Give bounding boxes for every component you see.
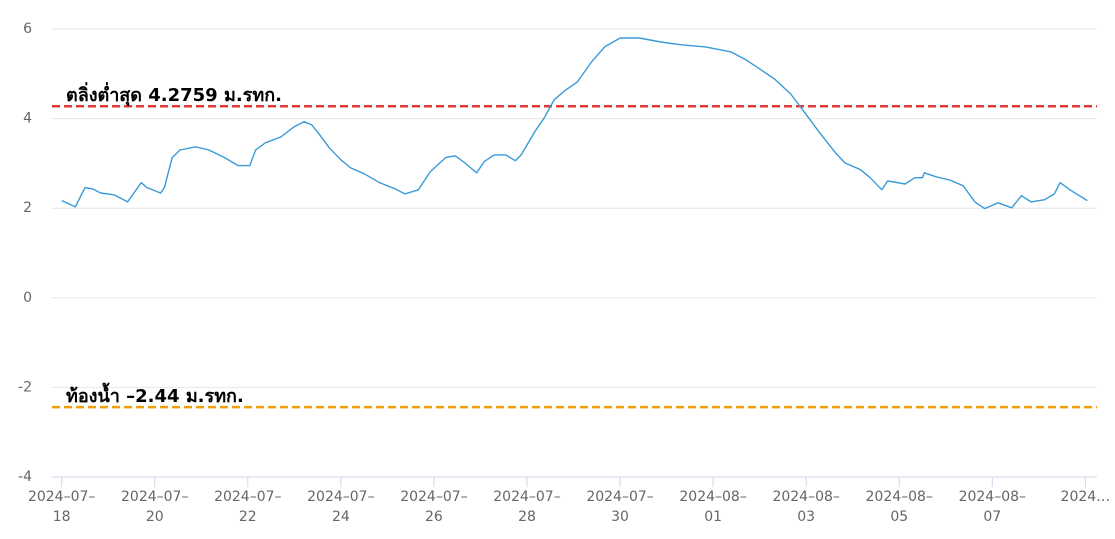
x-tick-label: 2024–07– 18 <box>27 489 96 525</box>
x-tick-label: 2024–08– 01 <box>679 489 747 525</box>
x-tick-label: 2024–08– 05 <box>865 489 933 525</box>
y-tick-label: 0 <box>23 290 32 306</box>
x-tick-label: 2024–07– 30 <box>586 489 654 525</box>
x-tick-label: 2024–07– 24 <box>307 489 375 525</box>
y-tick-label: -2 <box>18 379 32 395</box>
y-tick-label: 2 <box>23 200 32 216</box>
x-tick-label: 2024–07– 22 <box>214 489 282 525</box>
y-tick-label: 6 <box>23 21 32 37</box>
data-line <box>61 37 1088 210</box>
x-tick-label: 2024–07– 28 <box>493 489 561 525</box>
x-tick-label: 2024–08– 03 <box>772 489 840 525</box>
x-tick-label: 2024… <box>1060 489 1111 505</box>
y-tick-label: 4 <box>23 111 32 127</box>
reference-label: ท้องน้ำ –2.44 ม.รทก. <box>66 386 244 408</box>
reference-label: ตลิ่งต่ำสุด 4.2759 ม.รทก. <box>66 85 282 107</box>
x-tick-label: 2024–07– 26 <box>400 489 468 525</box>
x-tick-label: 2024–08– 07 <box>958 489 1027 525</box>
y-tick-label: -4 <box>18 469 32 485</box>
x-tick-label: 2024–07– 20 <box>121 489 189 525</box>
